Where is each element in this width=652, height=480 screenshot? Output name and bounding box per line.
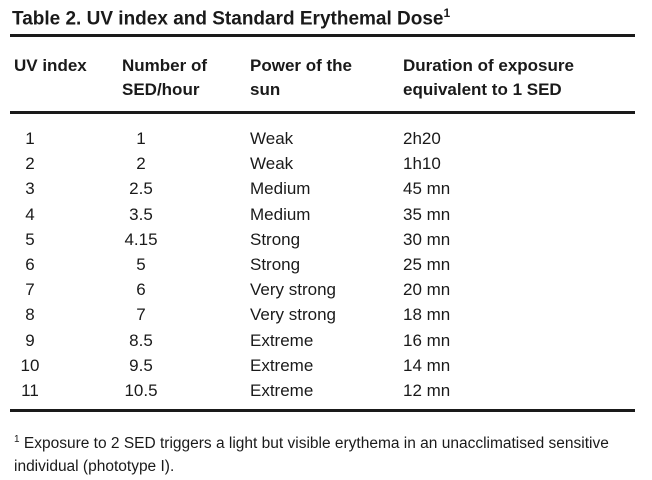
table-cell: 6 <box>25 255 35 274</box>
table-cell: 7 <box>136 305 146 325</box>
table-cell: 2 <box>136 154 146 174</box>
table-cell: 11 <box>21 381 39 400</box>
footnote-marker: 1 <box>14 434 20 445</box>
table-cell: 8 <box>25 305 35 325</box>
table-cell: 1 <box>25 129 35 148</box>
table-cell: 10 <box>20 355 40 375</box>
table-cell: 12 mn <box>403 381 451 400</box>
table-cell: 18 mn <box>403 305 451 325</box>
table-cell: Strong <box>250 229 301 249</box>
rule <box>10 111 635 114</box>
table-cell: 4 <box>25 204 35 224</box>
rule <box>10 409 635 412</box>
column-header: Duration of exposure equivalent to 1 SED <box>403 56 574 99</box>
table-cell: 5 <box>136 255 146 274</box>
table-cell: 2h20 <box>403 129 441 148</box>
table-cell: 7 <box>25 280 35 300</box>
table-cell: Strong <box>250 255 301 274</box>
table-cell: 16 mn <box>403 330 451 350</box>
table-cell: 1 <box>136 129 146 148</box>
table-cell: 45 mn <box>403 179 451 199</box>
table-cell: Weak <box>250 154 294 174</box>
table-cell: Very strong <box>250 305 336 325</box>
table-cell: Extreme <box>250 330 314 350</box>
column-header: UV index <box>14 56 87 75</box>
table-cell: 35 mn <box>403 204 451 224</box>
table-cell: Medium <box>250 204 311 224</box>
footnote: 1 Exposure to 2 SED triggers a light but… <box>14 428 639 478</box>
table-cell: Extreme <box>250 381 314 400</box>
table-cell: 10.5 <box>124 381 158 400</box>
column-header: Power of the sun <box>250 56 353 99</box>
table-cell: Medium <box>250 179 311 199</box>
table-cell: 2 <box>25 154 35 174</box>
rule <box>10 34 635 37</box>
table-cell: 1h10 <box>403 154 441 174</box>
table-cell: 14 mn <box>403 355 451 375</box>
table-cell: 3.5 <box>129 204 153 224</box>
footnote-text: Exposure to 2 SED triggers a light but v… <box>14 435 609 476</box>
table-cell: 9.5 <box>129 355 153 375</box>
table-cell: 20 mn <box>403 280 451 300</box>
table-title: Table 2. UV index and Standard Erythemal… <box>12 6 450 30</box>
title-text: Table 2. UV index and Standard Erythemal… <box>12 8 444 30</box>
table-cell: Extreme <box>250 355 314 375</box>
table-cell: 8.5 <box>129 330 153 350</box>
table-cell: 6 <box>136 280 146 300</box>
table-cell: 30 mn <box>403 229 451 249</box>
table-cell: 25 mn <box>403 255 451 274</box>
table-cell: 9 <box>25 330 35 350</box>
table-cell: 5 <box>25 229 35 249</box>
table-cell: Very strong <box>250 280 336 300</box>
table-cell: 4.15 <box>124 229 158 249</box>
column-header: Number of SED/hour <box>122 56 207 99</box>
table-cell: 2.5 <box>129 179 153 199</box>
title-note: 1 <box>443 6 451 20</box>
table-cell: 3 <box>25 179 35 199</box>
table-cell: Weak <box>250 129 294 148</box>
